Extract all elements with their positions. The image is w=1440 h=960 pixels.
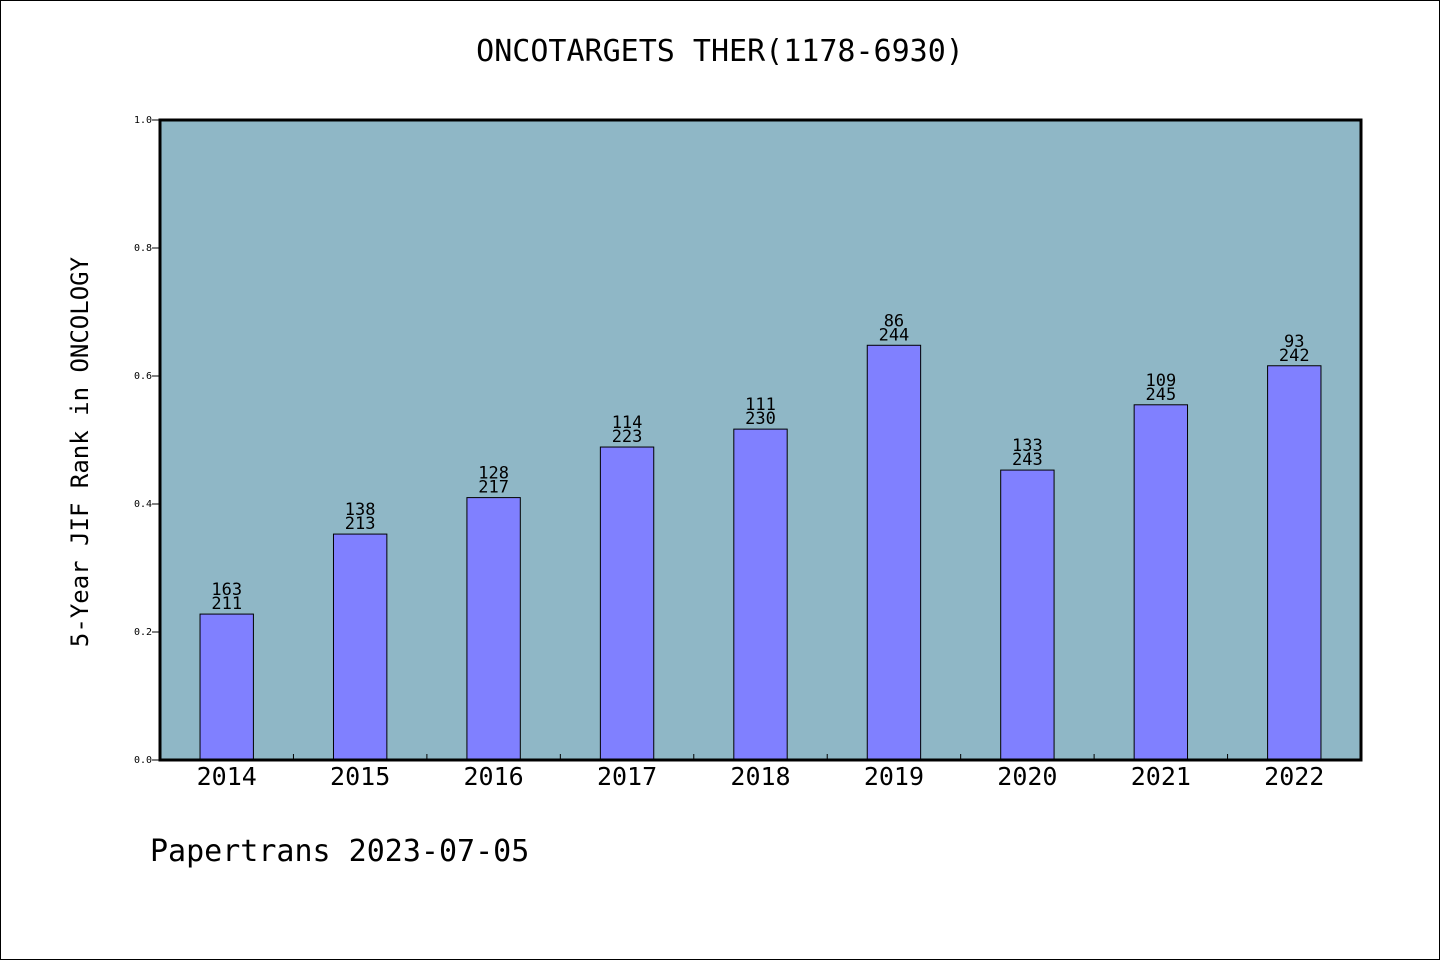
x-tick-label-2022: 2022 [1264,762,1324,791]
x-tick-label-2017: 2017 [597,762,657,791]
x-tick-label-2020: 2020 [997,762,1057,791]
y-tick-label-0.8: 0.8 [134,243,152,254]
total-label-2019: 244 [879,325,910,345]
total-label-2016: 217 [478,478,509,498]
y-tick-label-1.0: 1.0 [134,115,152,126]
x-tick-label-2014: 2014 [197,762,257,791]
total-label-2017: 223 [612,427,643,447]
x-tick-label-2018: 2018 [730,762,790,791]
rank-label-2021: 109 [1145,371,1176,391]
rank-label-2022: 93 [1284,332,1304,352]
rank-label-2017: 114 [612,413,643,433]
bar-2016 [466,497,521,761]
y-tick-label-0.4: 0.4 [134,499,152,510]
bar-2019 [866,344,922,761]
bar-2015 [332,533,388,761]
rank-label-2014: 163 [211,580,242,600]
y-tick-label-0.0: 0.0 [134,755,152,766]
total-label-2018: 230 [745,409,776,429]
total-label-2014: 211 [211,594,242,614]
x-tick-label-2021: 2021 [1131,762,1191,791]
x-tick-label-2016: 2016 [464,762,524,791]
rank-label-2020: 133 [1012,436,1043,456]
rank-label-2019: 86 [884,311,904,331]
bar-2014 [199,613,254,761]
plot-frame [158,118,1363,762]
rank-label-2016: 128 [478,464,509,484]
x-tick-label-2019: 2019 [864,762,924,791]
y-tick-label-0.6: 0.6 [134,371,152,382]
y-tick-label-0.2: 0.2 [134,627,152,638]
total-label-2015: 213 [345,514,376,534]
bar-2017 [599,446,655,761]
bar-2021 [1133,404,1189,761]
bars-layer [199,344,1322,761]
total-label-2020: 243 [1012,450,1043,470]
total-label-2021: 245 [1145,385,1176,405]
rank-label-2018: 111 [745,395,776,415]
rank-label-2015: 138 [345,500,376,520]
bar-2022 [1267,365,1322,761]
chart-title: ONCOTARGETS THER(1178-6930) [476,34,964,69]
bar-2020 [1000,469,1055,761]
footer-text: Papertrans 2023-07-05 [150,834,530,869]
x-tick-label-2015: 2015 [330,762,390,791]
bar-2018 [733,428,788,761]
total-label-2022: 242 [1279,346,1310,366]
